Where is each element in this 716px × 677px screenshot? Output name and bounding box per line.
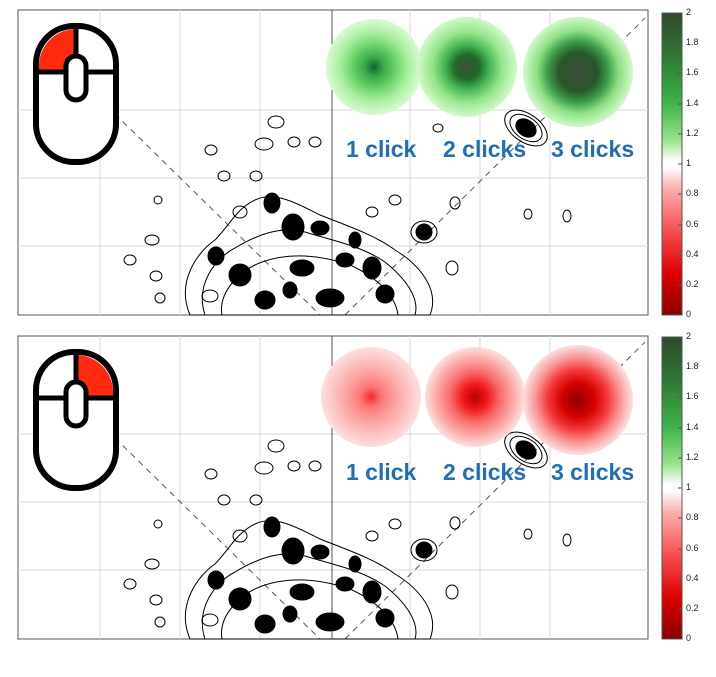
label-1-click: 1 click — [346, 136, 417, 162]
colorbar — [661, 336, 683, 640]
mouse-icon — [33, 23, 119, 165]
colorbar-tick: 1.4 — [686, 98, 699, 108]
panel-left-click — [17, 9, 683, 316]
mouse-icon — [33, 349, 119, 491]
mouse-wheel — [63, 379, 89, 429]
colorbar-tick: 1.2 — [686, 452, 699, 462]
colorbar-tick: 2 — [686, 331, 692, 341]
colorbar-tick: 1.2 — [686, 128, 699, 138]
blob-2-clicks — [417, 17, 517, 117]
mouse-wheel — [63, 53, 89, 103]
blob-3-clicks — [523, 17, 633, 127]
colorbar-tick: 0.6 — [686, 543, 699, 553]
colorbar-tick: 0.4 — [686, 249, 699, 259]
label-2-clicks: 2 clicks — [443, 459, 527, 485]
colorbar-tick: 0.8 — [686, 512, 699, 522]
colorbar-tick: 0.6 — [686, 219, 699, 229]
colorbar-tick: 0 — [686, 309, 692, 319]
contour-cluster — [123, 38, 572, 316]
contour-cluster — [123, 431, 572, 640]
colorbar-tick: 0.2 — [686, 279, 699, 289]
label-1-click: 1 click — [346, 459, 417, 485]
colorbar-tick: 0 — [686, 633, 692, 643]
colorbar-tick: 1 — [686, 482, 692, 492]
colorbar — [661, 12, 683, 316]
heat-blobs-red — [321, 345, 633, 455]
colorbar-tick: 1.6 — [686, 391, 699, 401]
blob-2-clicks — [425, 347, 525, 447]
colorbar-tick: 1.8 — [686, 37, 699, 47]
blob-1-click — [321, 347, 421, 447]
label-2-clicks: 2 clicks — [443, 136, 527, 162]
colorbar-tick: 0.4 — [686, 573, 699, 583]
colorbar-tick: 0.2 — [686, 603, 699, 613]
heat-blobs-green — [326, 17, 633, 127]
blob-1-click — [326, 19, 422, 115]
colorbar-tick: 1.6 — [686, 67, 699, 77]
blob-3-clicks — [523, 345, 633, 455]
colorbar-tick: 1.8 — [686, 361, 699, 371]
panel-right-click — [17, 335, 683, 640]
colorbar-tick: 1 — [686, 158, 692, 168]
colorbar-tick: 1.4 — [686, 422, 699, 432]
label-3-clicks: 3 clicks — [551, 136, 635, 162]
colorbar-tick: 0.8 — [686, 188, 699, 198]
diagonal-right — [344, 341, 646, 640]
colorbar-tick: 2 — [686, 7, 692, 17]
label-3-clicks: 3 clicks — [551, 459, 635, 485]
diagonal-right — [344, 17, 646, 316]
